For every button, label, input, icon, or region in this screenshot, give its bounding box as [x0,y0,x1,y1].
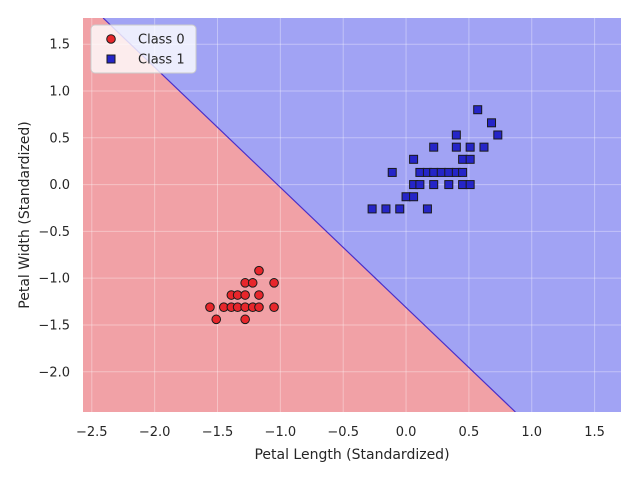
legend-label-class-0: Class 0 [138,33,185,48]
legend-marker-class-1 [106,54,116,64]
y-axis-label: Petal Width (Standardized) [17,121,33,308]
class-1-point [465,154,475,164]
class-1-point [458,167,468,177]
x-tick-label: 1.5 [584,425,605,440]
y-tick-label: 0.0 [49,178,70,193]
class-1-point [401,192,411,202]
class-1-point [422,204,432,214]
class-1-point [458,180,468,190]
y-tick-label: 1.0 [49,84,70,99]
class-1-point [429,142,439,152]
x-tick-label: 0.5 [459,425,480,440]
class-1-point [429,167,439,177]
decision-region-class-0 [83,18,516,412]
y-tick-label: −0.5 [38,225,70,240]
class-1-point [395,204,405,214]
class-0-point [247,278,258,288]
legend: Class 0 Class 1 [90,24,197,74]
legend-label-class-1: Class 1 [138,53,185,68]
x-axis-label: Petal Length (Standardized) [254,447,449,463]
class-1-point [479,142,489,152]
y-axis-ticks: −2.0 −1.5 −1.0 −0.5 0.0 0.5 1.0 1.5 [38,38,70,381]
grid-lines [83,18,621,412]
class-1-point [451,142,461,152]
class-0-point [269,278,279,288]
class-1-point [473,105,483,115]
x-axis-ticks: −2.5 −2.0 −1.5 −1.0 −0.5 0.0 0.5 1.0 1.5 [76,425,605,440]
x-tick-label: −2.5 [76,425,108,440]
class-1-point [409,192,419,202]
class-1-point [444,180,454,190]
class-1-point [381,204,391,214]
class-0-point [254,302,264,312]
class-1-point [444,167,454,177]
class-1-point [465,180,475,190]
class-0-point [240,314,250,325]
class-0-point [240,290,250,300]
class-1-point [458,154,468,164]
plot-area [83,18,621,412]
class-0-point [205,302,215,312]
class-1-point [415,180,425,190]
class-1-point [487,118,497,128]
class-1-point [415,167,425,177]
class-0-point [254,290,264,300]
decision-boundary-line [102,18,516,412]
class-0-point [269,302,279,312]
class-1-point [409,154,419,164]
class-1-point [465,142,475,152]
class-1-point [493,130,503,140]
class-1-point [367,204,377,214]
y-tick-label: −1.0 [38,272,70,287]
y-tick-label: −2.0 [38,365,70,380]
class-1-point [436,167,446,177]
class-0-point [211,314,222,325]
class-1-point [451,130,461,140]
y-tick-label: 0.5 [49,131,70,146]
class-0-point [254,265,264,276]
x-tick-label: 1.0 [521,425,542,440]
x-tick-label: −0.5 [327,425,359,440]
class-1-point [429,180,439,190]
x-tick-label: −1.0 [265,425,297,440]
data-points [205,105,503,325]
y-tick-label: −1.5 [38,318,70,333]
x-tick-label: −2.0 [139,425,171,440]
x-tick-label: 0.0 [396,425,417,440]
legend-marker-class-0 [106,34,116,44]
y-tick-label: 1.5 [49,38,70,53]
legend-box [90,24,197,74]
class-1-point [387,167,397,177]
x-tick-label: −1.5 [202,425,234,440]
